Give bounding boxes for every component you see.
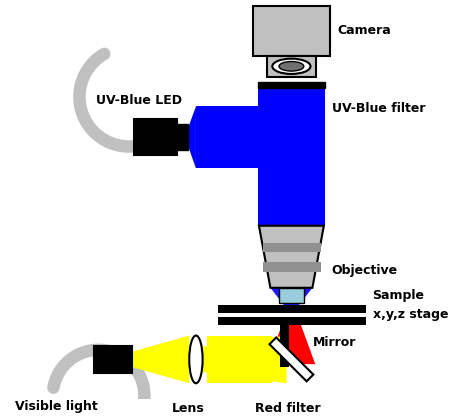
Polygon shape [270,288,312,305]
Bar [134,119,177,155]
Ellipse shape [279,62,304,71]
Text: Objective: Objective [331,264,398,277]
Bar [218,305,366,312]
Polygon shape [188,106,196,168]
Bar [196,106,325,168]
Polygon shape [158,336,287,383]
Bar [94,346,132,373]
Text: x,y,z stage: x,y,z stage [373,308,448,321]
Bar [280,319,289,367]
Polygon shape [259,226,324,288]
Bar [279,288,304,303]
Bar [208,336,272,383]
Polygon shape [269,337,313,381]
Text: Camera: Camera [337,25,391,37]
Ellipse shape [189,336,202,383]
Bar [263,262,321,272]
Bar [253,6,329,56]
Bar [266,56,316,77]
Text: Mirror: Mirror [312,336,356,349]
Text: UV-Blue LED: UV-Blue LED [96,94,182,107]
Bar [218,317,366,325]
Text: UV-Blue filter: UV-Blue filter [332,102,426,115]
Ellipse shape [272,59,310,74]
Bar [258,82,325,88]
Text: Red filter: Red filter [255,402,321,415]
Text: Sample: Sample [373,289,425,302]
Text: Visible light: Visible light [15,401,97,414]
Bar [258,88,325,226]
Polygon shape [267,325,315,364]
Text: Lens: Lens [172,402,205,415]
Bar [177,124,188,150]
Bar [263,243,321,253]
Polygon shape [132,336,189,383]
